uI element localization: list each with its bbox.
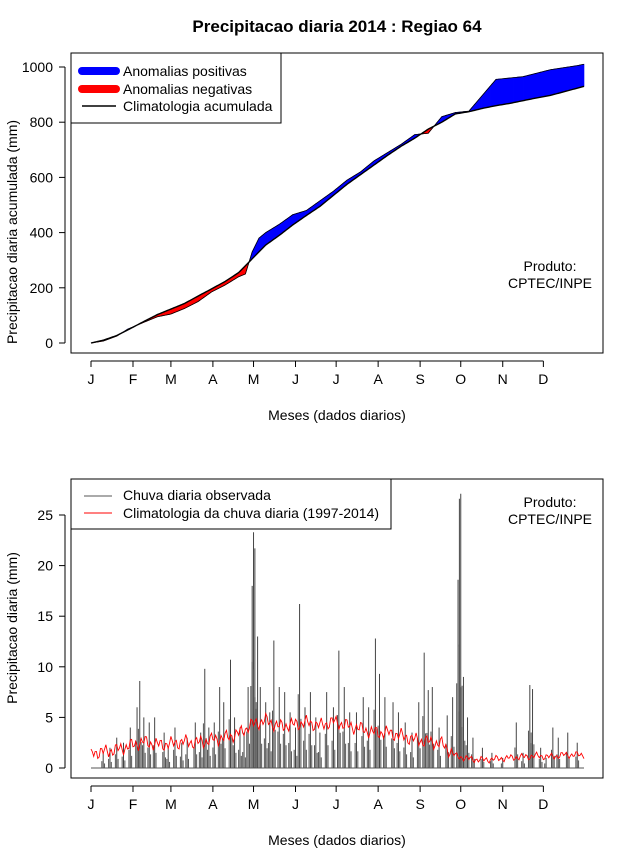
y-axis: 0 5 10 15 20 25 [37, 507, 66, 776]
x-tick-label: O [455, 371, 466, 387]
x-tick-label: A [373, 796, 383, 812]
x-tick-label: N [498, 796, 508, 812]
x-tick-label: M [248, 796, 260, 812]
legend-label-climatology: Climatologia da chuva diaria (1997-2014) [123, 505, 379, 521]
x-tick-label: J [88, 371, 95, 387]
chart-title: Precipitacao diaria 2014 : Regiao 64 [192, 17, 482, 36]
y-axis-label: Precipitacao diaria acumulada (mm) [4, 120, 20, 344]
annotation-product: Produto: [524, 258, 577, 274]
y-tick-label: 400 [30, 225, 54, 241]
legend: Chuva diaria observada Climatologia da c… [70, 478, 392, 530]
y-tick-label: 10 [37, 659, 53, 675]
x-axis-label: Meses (dados diarios) [268, 832, 406, 848]
climatology-daily-line [90, 711, 585, 764]
x-tick-label: N [498, 371, 508, 387]
x-tick-label: M [165, 796, 177, 812]
observed-daily-bars [91, 493, 584, 769]
positive-anomaly-segment [582, 63, 585, 88]
x-tick-label: M [165, 371, 177, 387]
x-tick-label: A [208, 371, 218, 387]
annotation-product: Produto: [524, 494, 577, 510]
x-tick-label: J [292, 796, 299, 812]
cumulative-chart: 0 200 400 600 800 1000 J F M A M J J A S O N D Precipita… [4, 52, 604, 423]
x-tick-label: J [88, 796, 95, 812]
y-tick-label: 15 [37, 608, 53, 624]
y-axis: 0 200 400 600 800 1000 [22, 59, 66, 351]
x-tick-label: A [208, 796, 218, 812]
plot-frame [70, 52, 604, 354]
x-tick-label: O [455, 796, 466, 812]
legend-label-climatology: Climatologia acumulada [123, 98, 273, 114]
annotation-source: CPTEC/INPE [508, 275, 592, 291]
daily-chart: 0 5 10 15 20 25 J F M A M J J A S O N D Precipitacao dia… [4, 478, 604, 848]
x-tick-label: F [129, 371, 138, 387]
annotation-source: CPTEC/INPE [508, 511, 592, 527]
y-tick-label: 0 [45, 335, 53, 351]
x-tick-label: D [538, 796, 548, 812]
y-tick-label: 25 [37, 507, 53, 523]
observed-cumulative-line [90, 63, 585, 344]
x-tick-label: S [415, 796, 424, 812]
y-tick-label: 5 [45, 709, 53, 725]
y-tick-label: 600 [30, 169, 54, 185]
y-axis-label: Precipitacao diaria (mm) [4, 552, 20, 704]
legend-label-observed: Chuva diaria observada [123, 487, 271, 503]
y-tick-label: 800 [30, 114, 54, 130]
legend-label-negative: Anomalias negativas [123, 81, 252, 97]
climatology-cumulative-line [90, 85, 585, 344]
legend: Anomalias positivas Anomalias negativas … [70, 52, 282, 124]
y-tick-label: 1000 [22, 59, 53, 75]
x-tick-label: F [129, 796, 138, 812]
y-tick-label: 20 [37, 558, 53, 574]
x-tick-label: M [248, 371, 260, 387]
legend-label-positive: Anomalias positivas [123, 63, 247, 79]
x-tick-label: J [333, 371, 340, 387]
x-tick-label: J [292, 371, 299, 387]
y-tick-label: 0 [45, 760, 53, 776]
x-axis-label: Meses (dados diarios) [268, 407, 406, 423]
x-tick-label: S [415, 371, 424, 387]
x-tick-label: D [538, 371, 548, 387]
legend-box [70, 478, 392, 530]
x-tick-label: A [373, 371, 383, 387]
x-tick-label: J [333, 796, 340, 812]
y-tick-label: 200 [30, 280, 54, 296]
